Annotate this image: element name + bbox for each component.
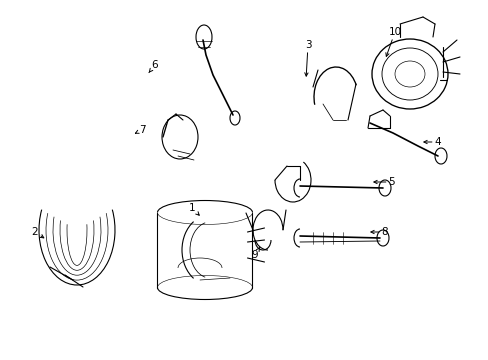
Text: 8: 8 xyxy=(370,227,387,237)
Text: 9: 9 xyxy=(251,247,259,260)
Text: 3: 3 xyxy=(304,40,311,76)
Text: 6: 6 xyxy=(148,60,158,73)
Text: 5: 5 xyxy=(373,177,394,187)
Text: 10: 10 xyxy=(385,27,401,57)
Text: 1: 1 xyxy=(188,203,199,215)
Text: 7: 7 xyxy=(135,125,145,135)
Text: 4: 4 xyxy=(423,137,440,147)
Text: 2: 2 xyxy=(32,227,44,238)
